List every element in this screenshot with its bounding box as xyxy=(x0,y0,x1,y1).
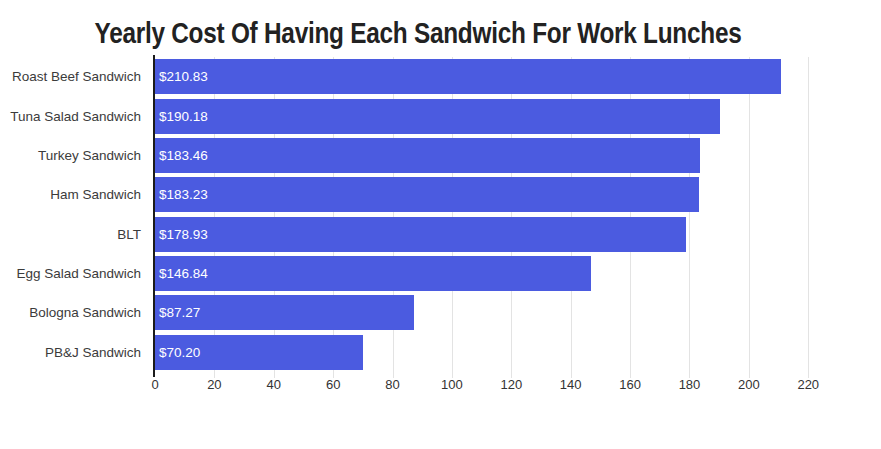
bar-row: $178.93 xyxy=(155,215,835,254)
x-tick-label: 220 xyxy=(797,377,819,392)
bar: $178.93 xyxy=(155,217,686,252)
category-label: BLT xyxy=(0,215,148,254)
category-label: Turkey Sandwich xyxy=(0,136,148,175)
category-label: Tuna Salad Sandwich xyxy=(0,96,148,135)
plot-area: $210.83 $190.18 $183.46 $183.23 $178.93 $146.… xyxy=(155,57,835,372)
bar: $146.84 xyxy=(155,256,591,291)
bar: $70.20 xyxy=(155,335,363,370)
bar-row: $190.18 xyxy=(155,96,835,135)
x-tick-label: 140 xyxy=(560,377,582,392)
x-tick-label: 160 xyxy=(619,377,641,392)
x-tick-label: 20 xyxy=(207,377,221,392)
bar-row: $183.23 xyxy=(155,175,835,214)
bar: $190.18 xyxy=(155,99,720,134)
bar-value-label: $183.23 xyxy=(155,187,208,202)
x-tick-label: 80 xyxy=(385,377,399,392)
category-label: PB&J Sandwich xyxy=(0,333,148,372)
bar-chart-figure: Yearly Cost Of Having Each Sandwich For … xyxy=(0,0,881,449)
x-tick-label: 0 xyxy=(151,377,158,392)
bar-row: $146.84 xyxy=(155,254,835,293)
category-label: Bologna Sandwich xyxy=(0,293,148,332)
bar-value-label: $190.18 xyxy=(155,109,208,124)
category-label: Egg Salad Sandwich xyxy=(0,254,148,293)
category-label: Roast Beef Sandwich xyxy=(0,57,148,96)
bar-value-label: $146.84 xyxy=(155,266,208,281)
x-tick-label: 120 xyxy=(500,377,522,392)
bar-row: $210.83 xyxy=(155,57,835,96)
x-tick-label: 40 xyxy=(267,377,281,392)
category-label: Ham Sandwich xyxy=(0,175,148,214)
x-tick-label: 60 xyxy=(326,377,340,392)
bar: $183.46 xyxy=(155,138,700,173)
bar-row: $87.27 xyxy=(155,293,835,332)
bar-value-label: $183.46 xyxy=(155,148,208,163)
bar-value-label: $178.93 xyxy=(155,227,208,242)
bar-row: $183.46 xyxy=(155,136,835,175)
bar: $87.27 xyxy=(155,295,414,330)
bar-value-label: $87.27 xyxy=(155,305,200,320)
category-axis: Roast Beef SandwichTuna Salad SandwichTu… xyxy=(0,57,148,372)
bar-value-label: $210.83 xyxy=(155,69,208,84)
x-tick-label: 180 xyxy=(679,377,701,392)
x-tick-label: 100 xyxy=(441,377,463,392)
bar: $183.23 xyxy=(155,177,699,212)
x-tick-label: 200 xyxy=(738,377,760,392)
chart-title: Yearly Cost Of Having Each Sandwich For … xyxy=(67,17,769,50)
bar-row: $70.20 xyxy=(155,333,835,372)
y-axis-line xyxy=(153,55,155,377)
bar-series: $210.83 $190.18 $183.46 $183.23 $178.93 $146.… xyxy=(155,57,835,372)
bar: $210.83 xyxy=(155,59,781,94)
x-axis-tick-labels: 020406080100120140160180200220 xyxy=(155,377,855,393)
bar-value-label: $70.20 xyxy=(155,345,200,360)
